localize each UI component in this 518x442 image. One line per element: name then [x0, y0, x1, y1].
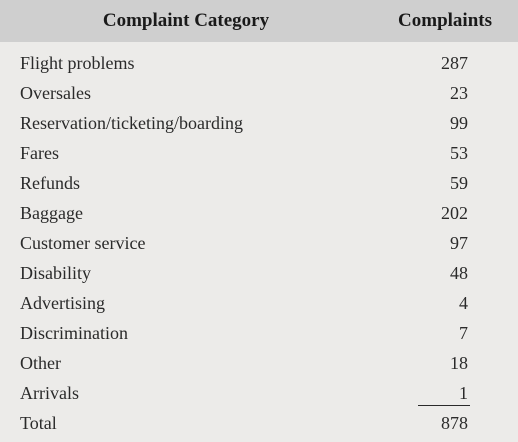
row-complaints: 287 — [441, 53, 468, 73]
total-row: Total 878 — [0, 408, 518, 438]
row-category: Oversales — [20, 83, 91, 103]
row-category: Reservation/ticketing/boarding — [20, 113, 243, 133]
row-category: Other — [20, 353, 61, 373]
total-label: Total — [20, 413, 57, 433]
row-complaints: 202 — [441, 203, 468, 223]
table-body: Flight problems 287 Oversales 23 Reserva… — [0, 48, 518, 438]
header-complaint-category: Complaint Category — [102, 10, 270, 31]
table-row: Refunds 59 — [0, 168, 518, 198]
row-category: Advertising — [20, 293, 105, 313]
table-row: Other 18 — [0, 348, 518, 378]
total-value: 878 — [441, 413, 468, 433]
row-category: Refunds — [20, 173, 80, 193]
row-complaints: 7 — [459, 323, 468, 343]
table-header: Complaint Category Complaints — [0, 0, 518, 42]
table-row: Baggage 202 — [0, 198, 518, 228]
header-complaints: Complaints — [398, 10, 492, 31]
row-category: Baggage — [20, 203, 83, 223]
row-complaints: 99 — [450, 113, 468, 133]
row-category: Fares — [20, 143, 59, 163]
table-row: Reservation/ticketing/boarding 99 — [0, 108, 518, 138]
row-complaints: 97 — [450, 233, 468, 253]
row-complaints: 18 — [450, 353, 468, 373]
row-complaints: 23 — [450, 83, 468, 103]
row-complaints: 48 — [450, 263, 468, 283]
row-complaints: 53 — [450, 143, 468, 163]
table-row: Oversales 23 — [0, 78, 518, 108]
table-row: Fares 53 — [0, 138, 518, 168]
table-row: Customer service 97 — [0, 228, 518, 258]
row-category: Disability — [20, 263, 91, 283]
table-row: Flight problems 287 — [0, 48, 518, 78]
table-row: Discrimination 7 — [0, 318, 518, 348]
table-row: Advertising 4 — [0, 288, 518, 318]
table-row: Disability 48 — [0, 258, 518, 288]
row-category: Customer service — [20, 233, 146, 253]
row-category: Flight problems — [20, 53, 135, 73]
row-complaints: 4 — [459, 293, 468, 313]
table-row: Arrivals 1 — [0, 378, 518, 408]
row-category: Discrimination — [20, 323, 128, 343]
row-complaints: 59 — [450, 173, 468, 193]
row-complaints-underlined: 1 — [418, 378, 470, 406]
row-category: Arrivals — [20, 383, 79, 403]
